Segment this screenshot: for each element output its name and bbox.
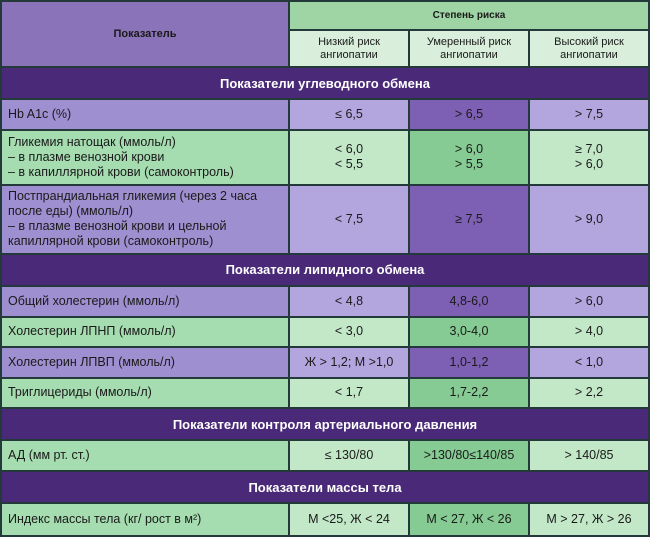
header-indicator: Показатель: [2, 2, 288, 66]
header-moderate-risk: Умеренный риск ангиопатии: [410, 31, 528, 66]
value-low: ≤ 6,5: [290, 100, 408, 129]
section-lipid: Показатели липидного обмена: [2, 254, 648, 286]
row-label: Гликемия натощак (ммоль/л) – в плазме ве…: [2, 130, 288, 184]
value-moderate: > 6,0 > 5,5: [410, 130, 528, 184]
row-label: Общий холестерин (ммоль/л): [2, 287, 288, 316]
row-hba1c: Hb A1c (%) ≤ 6,5 > 6,5 > 7,5: [2, 100, 648, 129]
value-high: > 2,2: [530, 378, 648, 407]
value-low: < 1,7: [290, 378, 408, 407]
value-low: < 4,8: [290, 287, 408, 316]
row-hdl: Холестерин ЛПВП (ммоль/л) Ж > 1,2; М >1,…: [2, 348, 648, 377]
row-label: Hb A1c (%): [2, 100, 288, 129]
value-moderate: 1,7-2,2: [410, 378, 528, 407]
header-high-risk: Высокий риск ангиопатии: [530, 31, 648, 66]
row-label: Триглицериды (ммоль/л): [2, 378, 288, 407]
section-body-mass: Показатели массы тела: [2, 471, 648, 503]
row-triglycerides: Триглицериды (ммоль/л) < 1,7 1,7-2,2 > 2…: [2, 378, 648, 407]
section-blood-pressure: Показатели контроля артериального давлен…: [2, 408, 648, 440]
value-low: < 3,0: [290, 317, 408, 347]
value-moderate: > 6,5: [410, 100, 528, 129]
value-high: > 6,0: [530, 287, 648, 316]
value-moderate: 4,8-6,0: [410, 287, 528, 316]
header-risk: Степень риска: [290, 2, 648, 30]
row-label: АД (мм рт. ст.): [2, 441, 288, 470]
row-bmi: Индекс массы тела (кг/ рост в м²) М <25,…: [2, 504, 648, 535]
row-label: Постпрандиальная гликемия (через 2 часа …: [2, 185, 288, 253]
row-label: Холестерин ЛПНП (ммоль/л): [2, 317, 288, 347]
row-fasting-glycemia: Гликемия натощак (ммоль/л) – в плазме ве…: [2, 130, 648, 184]
section-carbohydrate: Показатели углеводного обмена: [2, 67, 648, 99]
value-high: > 9,0: [530, 185, 648, 253]
header-low-risk: Низкий риск ангиопатии: [290, 31, 408, 66]
value-low: < 6,0 < 5,5: [290, 130, 408, 184]
row-ldl: Холестерин ЛПНП (ммоль/л) < 3,0 3,0-4,0 …: [2, 317, 648, 347]
value-high: > 4,0: [530, 317, 648, 347]
value-high: М > 27, Ж > 26: [530, 504, 648, 535]
row-total-cholesterol: Общий холестерин (ммоль/л) < 4,8 4,8-6,0…: [2, 287, 648, 316]
row-label: Холестерин ЛПВП (ммоль/л): [2, 348, 288, 377]
value-low: Ж > 1,2; М >1,0: [290, 348, 408, 377]
value-high: ≥ 7,0 > 6,0: [530, 130, 648, 184]
value-moderate: М < 27, Ж < 26: [410, 504, 528, 535]
row-label: Индекс массы тела (кг/ рост в м²): [2, 504, 288, 535]
value-high: > 140/85: [530, 441, 648, 470]
value-low: < 7,5: [290, 185, 408, 253]
row-postprandial-glycemia: Постпрандиальная гликемия (через 2 часа …: [2, 185, 648, 253]
value-moderate: ≥ 7,5: [410, 185, 528, 253]
value-moderate: 3,0-4,0: [410, 317, 528, 347]
value-high: > 7,5: [530, 100, 648, 129]
value-low: ≤ 130/80: [290, 441, 408, 470]
row-blood-pressure: АД (мм рт. ст.) ≤ 130/80 >130/80≤140/85 …: [2, 441, 648, 470]
value-high: < 1,0: [530, 348, 648, 377]
value-moderate: >130/80≤140/85: [410, 441, 528, 470]
value-low: М <25, Ж < 24: [290, 504, 408, 535]
value-moderate: 1,0-1,2: [410, 348, 528, 377]
